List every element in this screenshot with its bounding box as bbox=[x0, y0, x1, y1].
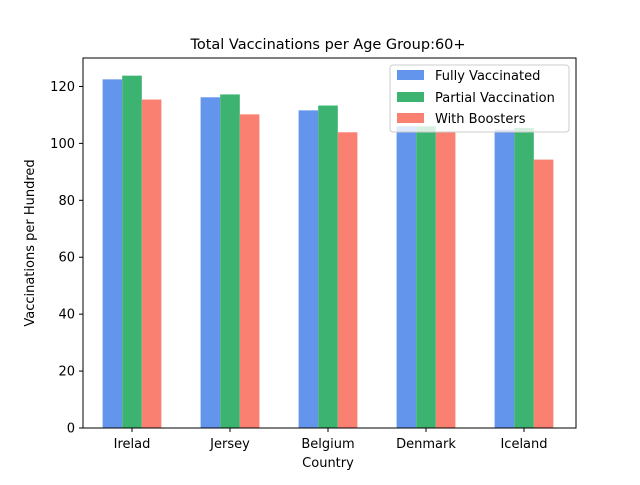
bar-fully-vaccinated-jersey bbox=[200, 97, 221, 428]
bar-fully-vaccinated-denmark bbox=[396, 126, 417, 428]
bar-partial-vaccination-iceland bbox=[514, 128, 534, 428]
x-tick-label-belgium: Belgium bbox=[301, 437, 354, 452]
y-tick-label: 60 bbox=[58, 251, 75, 266]
legend: Fully Vaccinated Partial Vaccination Wit… bbox=[389, 64, 570, 133]
x-tick-label-irelad: Irelad bbox=[114, 437, 151, 452]
y-tick-label: 40 bbox=[58, 308, 75, 323]
legend-label-partial-vaccination: Partial Vaccination bbox=[435, 91, 555, 106]
bar-with-boosters-irelad bbox=[141, 99, 162, 429]
y-tick-label: 0 bbox=[67, 422, 75, 437]
bar-fully-vaccinated-belgium bbox=[298, 110, 319, 429]
bar-with-boosters-denmark bbox=[435, 132, 456, 428]
legend-frame bbox=[389, 64, 570, 133]
plot-frame bbox=[82, 57, 577, 429]
x-axis: Irelad Jersey Belgium Denmark Iceland bbox=[114, 428, 548, 452]
x-tick-label-denmark: Denmark bbox=[396, 437, 456, 452]
x-tick-label-jersey: Jersey bbox=[209, 437, 250, 452]
y-tick-label: 80 bbox=[58, 194, 75, 209]
legend-swatch-partial-vaccination bbox=[397, 92, 424, 102]
y-tick-label: 120 bbox=[50, 80, 75, 95]
bar-partial-vaccination-belgium bbox=[318, 105, 338, 428]
bar-fully-vaccinated-irelad bbox=[102, 79, 123, 428]
legend-label-with-boosters: With Boosters bbox=[435, 112, 526, 127]
bar-with-boosters-jersey bbox=[239, 114, 260, 428]
chart-title: Total Vaccinations per Age Group:60+ bbox=[189, 37, 465, 53]
bar-partial-vaccination-denmark bbox=[416, 126, 436, 428]
bar-fully-vaccinated-iceland bbox=[494, 129, 515, 428]
x-tick-label-iceland: Iceland bbox=[500, 437, 547, 452]
legend-swatch-fully-vaccinated bbox=[397, 70, 424, 80]
y-tick-label: 100 bbox=[50, 137, 75, 152]
y-axis-label: Vaccinations per Hundred bbox=[23, 159, 38, 326]
bars-layer bbox=[102, 75, 554, 429]
legend-label-fully-vaccinated: Fully Vaccinated bbox=[435, 69, 540, 84]
bar-with-boosters-belgium bbox=[337, 132, 358, 428]
y-axis: 0 20 40 60 80 100 120 bbox=[50, 80, 83, 437]
bar-partial-vaccination-jersey bbox=[220, 94, 240, 429]
bar-with-boosters-iceland bbox=[533, 159, 554, 429]
legend-swatch-with-boosters bbox=[397, 113, 424, 123]
x-axis-label: Country bbox=[302, 456, 354, 471]
bar-partial-vaccination-irelad bbox=[122, 75, 142, 429]
y-tick-label: 20 bbox=[58, 365, 75, 380]
